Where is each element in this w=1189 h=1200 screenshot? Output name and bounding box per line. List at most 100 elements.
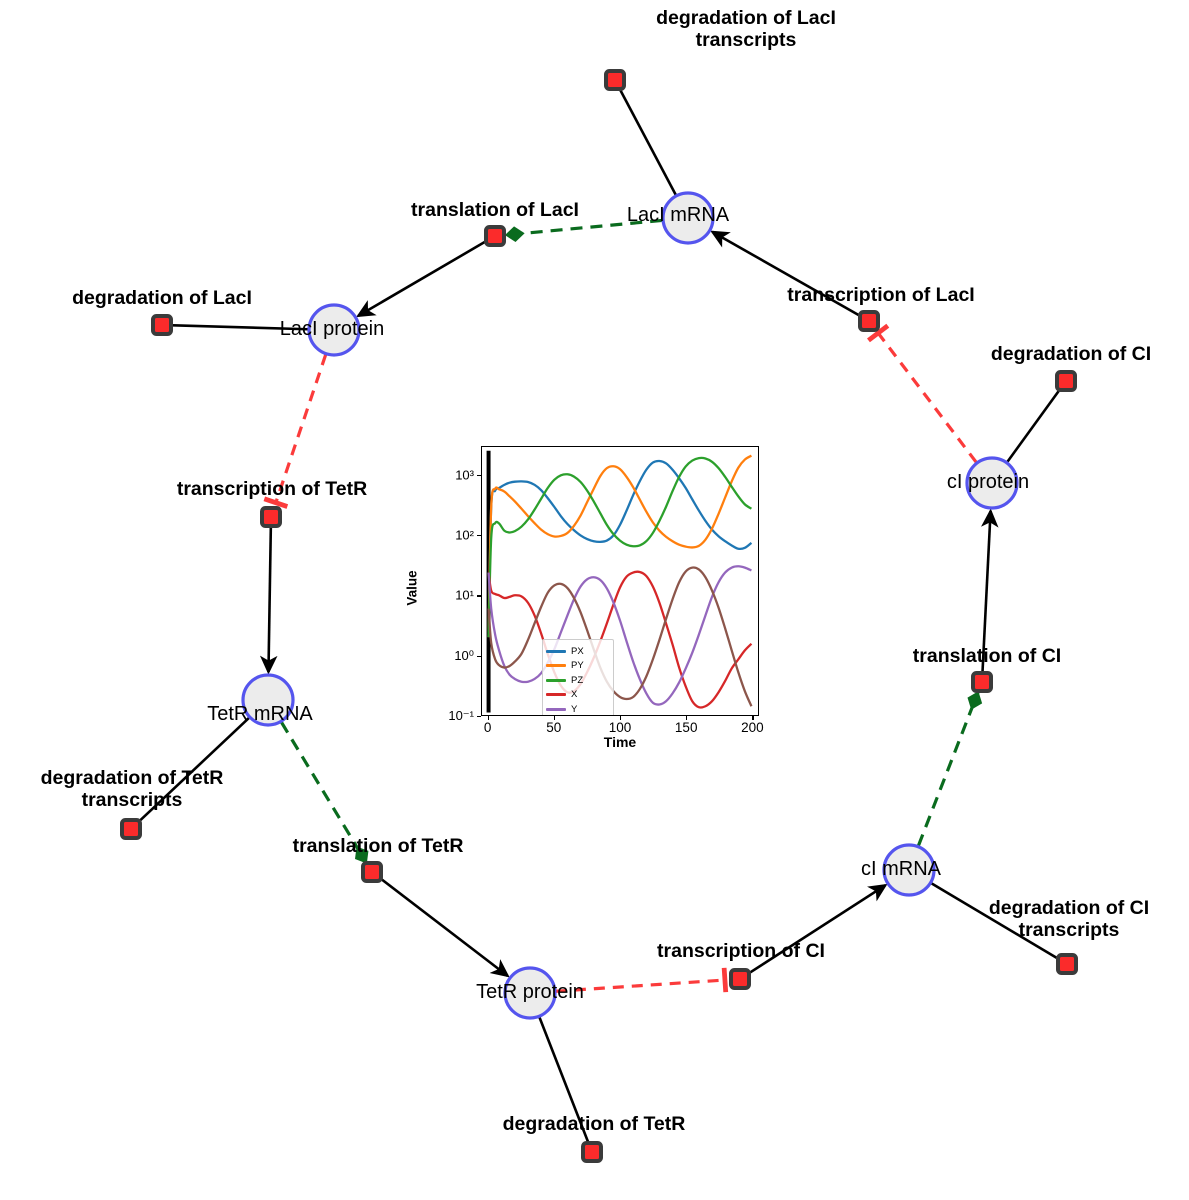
species-label-laci_mrna: LacI mRNA — [626, 204, 730, 226]
reaction-square[interactable] — [604, 69, 626, 91]
legend-label: Y — [571, 703, 578, 715]
chart-legend: PXPYPZXYZ — [542, 639, 614, 715]
reaction-node-deg_laci[interactable] — [151, 314, 173, 336]
reaction-node-deg_tetr_transcripts[interactable] — [120, 818, 142, 840]
reaction-node-transcr_ci[interactable] — [729, 968, 751, 990]
reaction-label-deg_laci: degradation of LacI — [72, 287, 252, 309]
x-tick-label: 150 — [674, 720, 698, 735]
x-tick-mark — [487, 716, 489, 720]
reaction-square[interactable] — [971, 671, 993, 693]
x-tick-mark — [686, 716, 688, 720]
y-tick-mark — [477, 474, 481, 477]
reaction-node-transl_tetr[interactable] — [361, 861, 383, 883]
edge-production — [356, 239, 488, 318]
reaction-node-transcr_laci[interactable] — [858, 310, 880, 332]
x-tick-mark — [553, 716, 556, 720]
x-tick-label: 0 — [483, 720, 492, 735]
y-tick-mark — [477, 535, 481, 537]
x-axis-label: Time — [603, 734, 637, 750]
reaction-node-deg_tetr[interactable] — [581, 1141, 603, 1163]
y-tick-label: 10¹ — [455, 587, 474, 603]
edge-consumption — [172, 324, 309, 331]
reaction-node-transl_laci[interactable] — [484, 225, 506, 247]
reaction-square[interactable] — [151, 314, 173, 336]
legend-swatch — [546, 649, 566, 653]
species-label-tetr_protein: TetR protein — [476, 981, 584, 1003]
species-label-laci_protein: LacI protein — [279, 318, 385, 340]
reaction-square[interactable] — [120, 818, 142, 840]
legend-swatch — [546, 678, 566, 682]
edge-inhibition — [867, 323, 978, 464]
plot-frame: PXPYPZXYZ — [481, 446, 759, 716]
legend-item-PY: PY — [546, 659, 609, 674]
edge-consumption — [538, 1016, 590, 1143]
species-node-tetr_mrna[interactable] — [241, 673, 295, 727]
x-tick-mark — [620, 716, 622, 720]
reaction-square[interactable] — [729, 968, 751, 990]
species-label-ci_mrna: cI mRNA — [861, 858, 941, 880]
reaction-label-transcr_tetr: transcription of TetR — [176, 478, 368, 500]
y-tick-label: 10³ — [455, 467, 474, 483]
series-line-PY — [487, 454, 753, 638]
reaction-label-deg_tetr_transcripts: degradation of TetR transcripts — [40, 767, 224, 811]
legend-label: PZ — [571, 674, 584, 686]
legend-label: PY — [571, 660, 584, 672]
reaction-square[interactable] — [581, 1141, 603, 1163]
edge-consumption — [930, 882, 1059, 960]
edge-consumption — [618, 89, 677, 196]
reaction-square[interactable] — [484, 225, 506, 247]
edge-production — [981, 508, 999, 673]
species-node-laci_mrna[interactable] — [661, 191, 715, 245]
plot-lines — [486, 450, 753, 713]
reaction-node-deg_ci[interactable] — [1055, 370, 1077, 392]
species-label-ci_protein: cI protein — [946, 471, 1030, 493]
legend-swatch — [546, 693, 566, 697]
edge-inhibition — [555, 967, 729, 993]
y-tick-label: 10⁰ — [454, 647, 474, 663]
edge-inhibition — [263, 354, 328, 509]
x-tick-mark — [752, 716, 754, 720]
y-tick-label: 10⁻¹ — [448, 708, 474, 723]
x-tick-label: 100 — [608, 720, 632, 735]
legend-item-PZ: PZ — [546, 673, 609, 688]
legend-swatch — [546, 707, 566, 711]
reaction-label-deg_ci_transcripts: degradation of CI transcripts — [988, 897, 1150, 941]
nodes-layer — [120, 69, 1078, 1163]
edge-modifier — [504, 218, 663, 242]
species-label-tetr_mrna: TetR mRNA — [207, 703, 313, 725]
y-tick-mark — [477, 716, 481, 718]
reaction-square[interactable] — [260, 506, 282, 528]
legend-label: PX — [571, 645, 584, 657]
reaction-node-transl_ci[interactable] — [971, 671, 993, 693]
reaction-square[interactable] — [361, 861, 383, 883]
species-node-laci_protein[interactable] — [307, 303, 361, 357]
species-node-ci_mrna[interactable] — [882, 843, 936, 897]
reaction-label-transl_laci: translation of LacI — [411, 199, 579, 221]
legend-item-X: X — [546, 688, 609, 703]
reaction-node-transcr_tetr[interactable] — [260, 506, 282, 528]
y-axis-label: Value — [404, 570, 420, 606]
species-node-ci_protein[interactable] — [965, 456, 1019, 510]
legend-label: X — [571, 689, 578, 701]
y-tick-mark — [477, 655, 481, 657]
edge-consumption — [1006, 389, 1061, 463]
reaction-label-transcr_ci: transcription of CI — [657, 940, 825, 962]
species-node-tetr_protein[interactable] — [503, 966, 557, 1020]
reaction-square[interactable] — [858, 310, 880, 332]
legend-item-Y: Y — [546, 702, 609, 715]
y-tick-mark — [477, 595, 481, 597]
edge-production — [259, 526, 278, 675]
legend-swatch — [546, 664, 566, 668]
y-tick-label: 10² — [455, 527, 474, 543]
reaction-label-transcr_laci: transcription of LacI — [787, 284, 975, 306]
reaction-node-deg_ci_transcripts[interactable] — [1056, 953, 1078, 975]
reaction-node-deg_laci_transcripts[interactable] — [604, 69, 626, 91]
edges-layer — [138, 89, 1061, 1143]
legend-item-PX: PX — [546, 644, 609, 659]
reaction-square[interactable] — [1055, 370, 1077, 392]
x-tick-label: 50 — [546, 720, 562, 735]
reaction-square[interactable] — [1056, 953, 1078, 975]
